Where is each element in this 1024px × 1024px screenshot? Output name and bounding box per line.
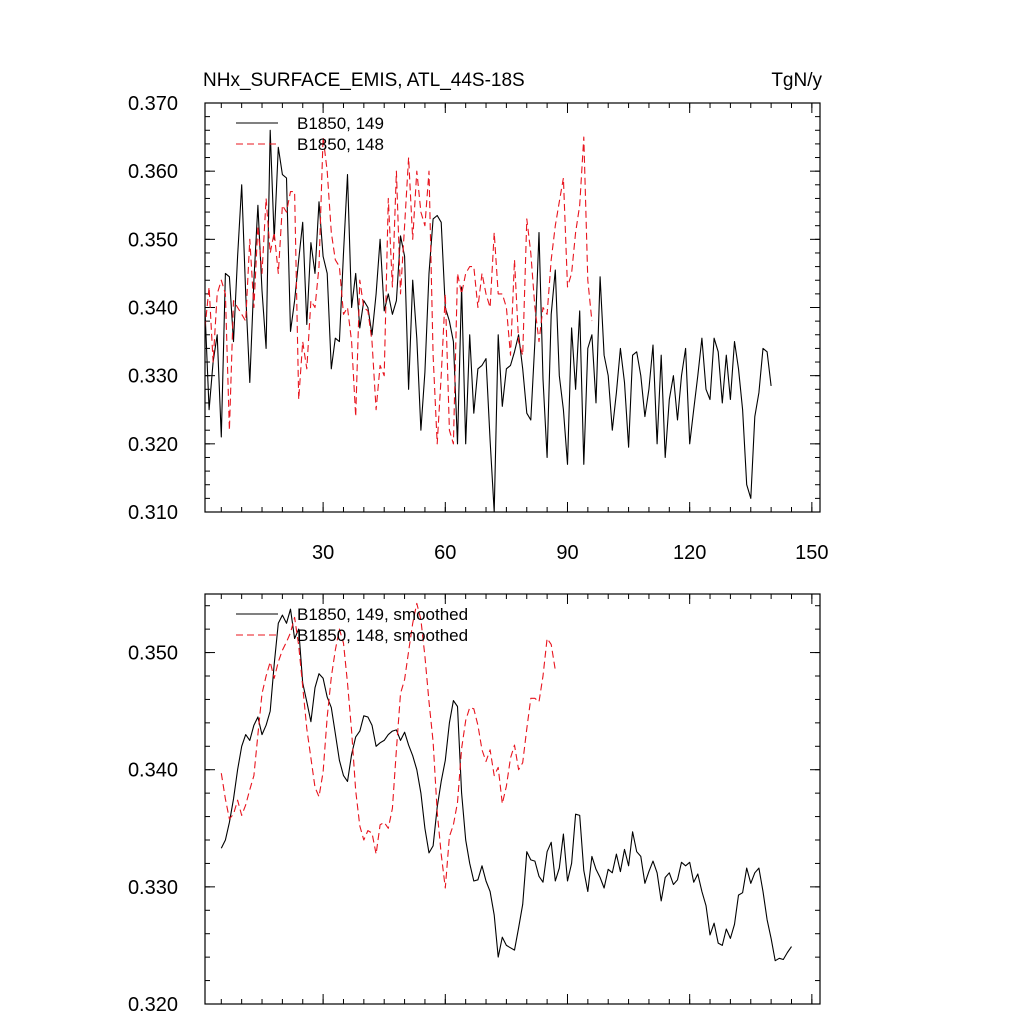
x-tick-label: 30 (312, 542, 334, 564)
legend-label-1: B1850, 149 (297, 114, 384, 133)
top-panel: 0.310 0.320 0.330 0.340 0.350 0.360 0.370 30 60 9… (128, 70, 829, 564)
y-tick-label: 0.320 (128, 434, 178, 456)
chart-title: NHx_SURFACE_EMIS, ATL_44S-18S (203, 70, 525, 91)
plot-frame (204, 102, 821, 513)
y-tick-label: 0.330 (128, 877, 178, 899)
y-tick-label: 0.330 (128, 366, 178, 388)
legend-label-1: B1850, 149, smoothed (297, 605, 468, 624)
y-tick-label: 0.370 (128, 93, 178, 115)
x-tick-label: 90 (556, 542, 578, 564)
series-line-1 (204, 129, 772, 513)
bottom-panel: 0.320 0.330 0.340 0.350 B1850, 149, smoothed… (128, 593, 821, 1016)
y-tick-label: 0.350 (128, 229, 178, 251)
y-tick-label: 0.340 (128, 298, 178, 320)
x-tick-label: 60 (434, 542, 456, 564)
plot-frame (204, 593, 821, 1005)
y-tick-label: 0.350 (128, 643, 178, 665)
y-tick-label: 0.340 (128, 760, 178, 782)
legend-label-2: B1850, 148 (297, 135, 384, 154)
series-line-2 (204, 136, 593, 445)
series-line-1 (220, 608, 792, 962)
y-tick-label: 0.310 (128, 502, 178, 524)
x-tick-label: 120 (673, 542, 706, 564)
x-tick-label: 150 (795, 542, 828, 564)
units-label: TgN/y (771, 70, 822, 91)
series-line-2 (220, 602, 556, 889)
legend-label-2: B1850, 148, smoothed (297, 626, 468, 645)
y-tick-label: 0.360 (128, 161, 178, 183)
y-tick-label: 0.320 (128, 994, 178, 1016)
